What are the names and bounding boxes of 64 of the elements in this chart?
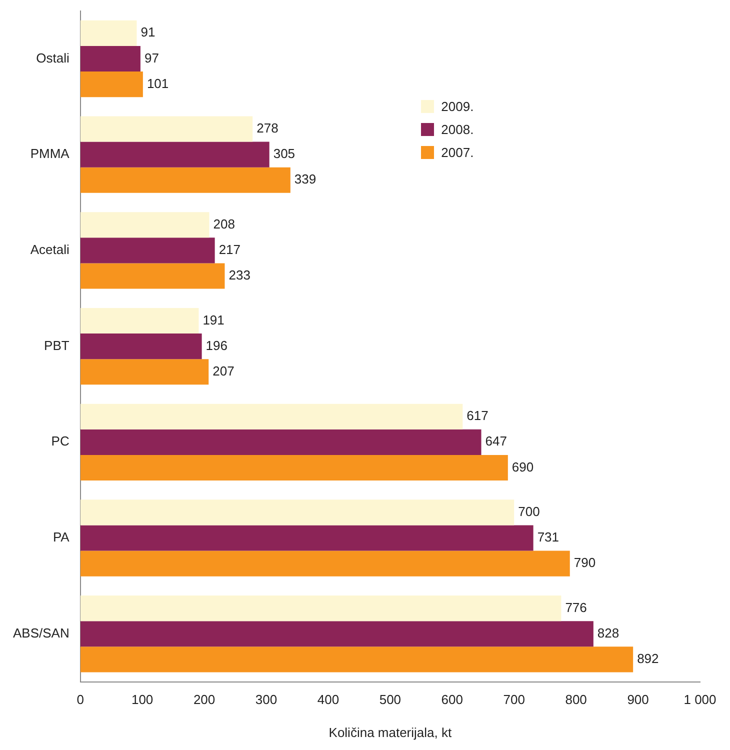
- bar: [80, 525, 534, 551]
- bar: [80, 263, 225, 289]
- x-axis-title: Količina materijala, kt: [328, 724, 452, 740]
- data-label: 892: [637, 651, 659, 666]
- bar: [80, 621, 594, 647]
- bar: [80, 142, 270, 168]
- bar: [80, 596, 562, 622]
- bar: [80, 429, 482, 455]
- y-tick-label: Acetali: [30, 242, 70, 258]
- data-label: 217: [218, 242, 241, 258]
- bar: [80, 308, 199, 334]
- y-tick-label: PBT: [44, 338, 70, 353]
- bar: [80, 20, 137, 46]
- data-label: 207: [212, 363, 234, 378]
- data-label: 196: [206, 338, 228, 353]
- legend-label: 2007.: [441, 145, 474, 160]
- y-tick-label: ABS/SAN: [12, 625, 70, 640]
- x-tick-label: 400: [317, 692, 340, 708]
- bar: [80, 359, 209, 385]
- bar: [80, 404, 463, 430]
- bar: [80, 454, 508, 480]
- bar: [80, 116, 253, 142]
- data-label: 91: [140, 24, 156, 40]
- x-tick-label: 500: [379, 692, 402, 708]
- x-tick-label: 800: [565, 692, 587, 708]
- data-label: 828: [597, 625, 620, 640]
- data-label: 278: [256, 120, 278, 136]
- bar: [80, 550, 570, 576]
- data-label: 700: [518, 504, 540, 520]
- bar: [80, 167, 290, 193]
- bar: [80, 46, 140, 72]
- data-label: 101: [146, 76, 169, 91]
- x-tick-label: 600: [441, 692, 463, 708]
- x-tick-label: 1 000: [684, 692, 716, 708]
- data-label: 233: [228, 268, 250, 283]
- x-tick-label: 300: [255, 692, 278, 708]
- y-tick-label: Ostali: [36, 50, 70, 66]
- bar: [80, 72, 143, 98]
- bar: [80, 334, 202, 360]
- x-tick-label: 0: [76, 692, 84, 708]
- bar: [80, 500, 514, 526]
- x-tick-label: 200: [193, 692, 216, 708]
- bar: [80, 212, 210, 238]
- legend-label: 2009.: [441, 99, 474, 114]
- x-tick-label: 900: [627, 692, 649, 708]
- data-label: 97: [144, 50, 159, 66]
- legend-label: 2008.: [441, 122, 474, 138]
- y-tick-label: PMMA: [30, 146, 70, 162]
- data-label: 617: [466, 408, 488, 424]
- x-tick-label: 100: [131, 692, 154, 708]
- data-label: 731: [537, 530, 560, 545]
- data-label: 305: [273, 146, 296, 162]
- x-tick-label: 700: [503, 692, 525, 708]
- data-label: 339: [294, 172, 316, 187]
- data-label: 647: [485, 434, 507, 449]
- data-label: 790: [574, 555, 596, 570]
- bar: [80, 646, 634, 672]
- data-label: 191: [202, 312, 224, 328]
- y-tick-label: PC: [51, 434, 70, 449]
- data-label: 208: [213, 216, 235, 232]
- data-label: 690: [512, 459, 534, 474]
- data-label: 776: [565, 600, 587, 615]
- y-tick-label: PA: [52, 530, 70, 545]
- bar: [80, 238, 215, 264]
